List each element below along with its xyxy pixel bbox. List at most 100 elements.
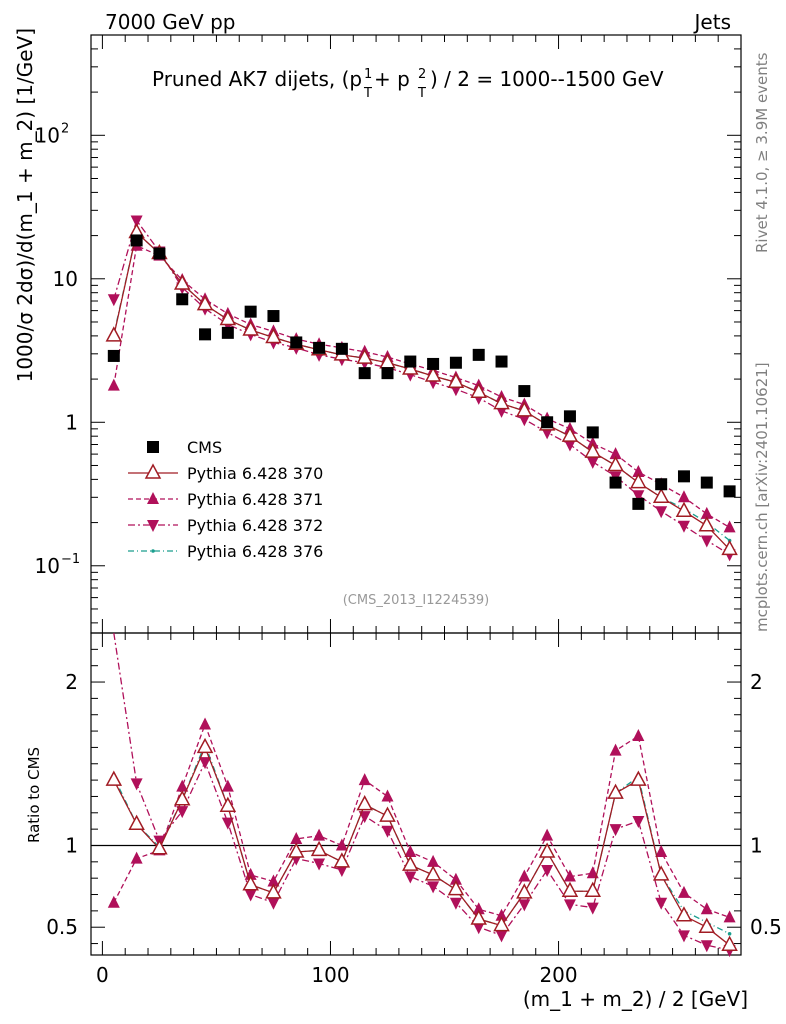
rivet-label: Rivet 4.1.0, ≥ 3.9M events <box>753 52 771 253</box>
ratio-series-371 <box>107 717 736 923</box>
series-cms-point <box>655 478 668 491</box>
ratio-series-372-line <box>113 632 730 951</box>
ratio-series-372-point <box>427 881 440 894</box>
ratio-series-372-point <box>449 897 462 910</box>
ratio-series-371-point <box>677 885 690 898</box>
series-372-point <box>107 294 120 307</box>
series-cms-point <box>427 357 440 370</box>
title-sup2: 2 <box>418 67 426 82</box>
ratio-series-371-point <box>290 831 303 844</box>
ratio-series-370-point <box>447 880 465 896</box>
ratio-series-370-point <box>151 839 168 855</box>
y-axis-label-main: 1000/σ 2dσ)/d(m_1 + m_2) [1/GeV] <box>13 28 37 382</box>
series-372-point <box>518 414 531 427</box>
series-cms-point <box>176 293 189 306</box>
series-cms-point <box>313 341 326 354</box>
ratio-series-370-point <box>356 795 373 811</box>
ratio-y-tick-label: 2 <box>65 670 78 694</box>
ratio-series-376-point <box>727 931 732 936</box>
series-370-line <box>113 231 731 550</box>
ratio-series-376-line <box>113 742 730 935</box>
series-cms-point <box>221 326 234 339</box>
ratio-series-371-point <box>221 779 234 792</box>
legend-entry: Pythia 6.428 376 <box>128 542 323 561</box>
ratio-series-370-point <box>333 852 351 868</box>
ratio-series-371-point <box>655 845 668 858</box>
ratio-series-372-point <box>381 825 394 838</box>
ratio-series-370 <box>105 737 738 951</box>
x-axis-label: (m_1 + m_2) / 2 [GeV] <box>523 987 748 1011</box>
series-cms-point <box>267 310 280 323</box>
ratio-series-370-point <box>493 915 510 932</box>
series-cms-point <box>107 349 120 362</box>
ratio-series-371-point <box>381 789 394 802</box>
legend-label: Pythia 6.428 376 <box>187 542 323 561</box>
series-cms-point <box>609 476 622 489</box>
series-cms-point <box>541 416 554 429</box>
ratio-series-371-point <box>632 728 645 741</box>
ratio-series-370-point <box>652 865 670 881</box>
ratio-series-372-point <box>541 865 554 878</box>
ratio-series-372-point <box>358 811 371 824</box>
ratio-series-371-point <box>586 866 599 879</box>
main-series <box>105 215 738 562</box>
series-cms-point <box>199 328 212 341</box>
y-axis-label-ratio: Ratio to CMS <box>25 747 43 843</box>
header-left: 7000 GeV pp <box>105 10 236 34</box>
ratio-series-372-point <box>677 930 690 943</box>
ratio-y-tick-label: 1 <box>65 833 78 857</box>
ratio-series-371-line <box>113 722 730 919</box>
ratio-series-370-point <box>196 737 214 754</box>
series-370-point <box>356 348 373 364</box>
ratio-series-372-point <box>700 940 713 953</box>
ratio-series-372-point <box>495 930 508 943</box>
legend-entry: Pythia 6.428 372 <box>128 516 323 535</box>
ratio-series-371-point <box>358 773 371 786</box>
series-372-point <box>655 506 668 519</box>
legend-label: Pythia 6.428 371 <box>187 490 323 509</box>
ratio-series-370-point <box>424 865 442 881</box>
ratio-series-370-point <box>402 855 419 871</box>
series-372-point <box>130 215 143 228</box>
ratio-series-370-point <box>105 770 123 786</box>
ratio-series-372-point <box>472 922 485 935</box>
series-372-point <box>632 490 645 503</box>
series-cms-point <box>153 247 166 260</box>
ratio-series-372-point <box>518 899 531 912</box>
ratio-series-371-point <box>700 902 713 915</box>
series-372-point <box>586 456 599 469</box>
mcplots-label: mcplots.cern.ch [arXiv:2401.10621] <box>753 362 771 632</box>
legend: CMS Pythia 6.428 370 Pythia 6.428 371 Pythi… <box>128 438 323 561</box>
ratio-series-372-point <box>632 815 645 828</box>
ratio-series-370-point <box>242 875 259 891</box>
series-cms-point <box>563 410 576 423</box>
series-cms-point <box>677 470 690 483</box>
ratio-series-372-point <box>199 757 212 770</box>
legend-label: Pythia 6.428 370 <box>187 464 323 483</box>
ratio-series-370-point <box>470 909 487 925</box>
ratio-series-372-point <box>221 817 234 830</box>
ratio-series-370-point <box>379 806 396 822</box>
ratio-y-tick-label: 0.5 <box>46 915 78 939</box>
ratio-series-371-point <box>427 854 440 867</box>
x-tick-label: 0 <box>96 963 109 987</box>
ratio-series-371-point <box>404 845 417 858</box>
series-370-point <box>173 274 191 290</box>
series-370-point <box>242 320 259 336</box>
title-sup1: 1 <box>364 67 372 82</box>
series-370-point <box>607 455 624 472</box>
ratio-series-370-point <box>675 906 693 922</box>
ratio-series-370-point <box>310 840 328 857</box>
series-370-point <box>265 327 282 344</box>
series-370-point <box>470 382 487 398</box>
y-tick-exponent: 2 <box>61 121 69 136</box>
ratio-series-371-point <box>472 902 485 915</box>
series-cms-point <box>586 426 599 439</box>
series-cms-point <box>381 367 394 380</box>
series-371-line <box>113 244 730 528</box>
series-cms-point <box>700 476 713 489</box>
series-cms-point <box>632 497 645 510</box>
ratio-series-372-point <box>176 806 189 819</box>
series-cms <box>107 234 736 510</box>
series-370-point <box>447 372 465 389</box>
